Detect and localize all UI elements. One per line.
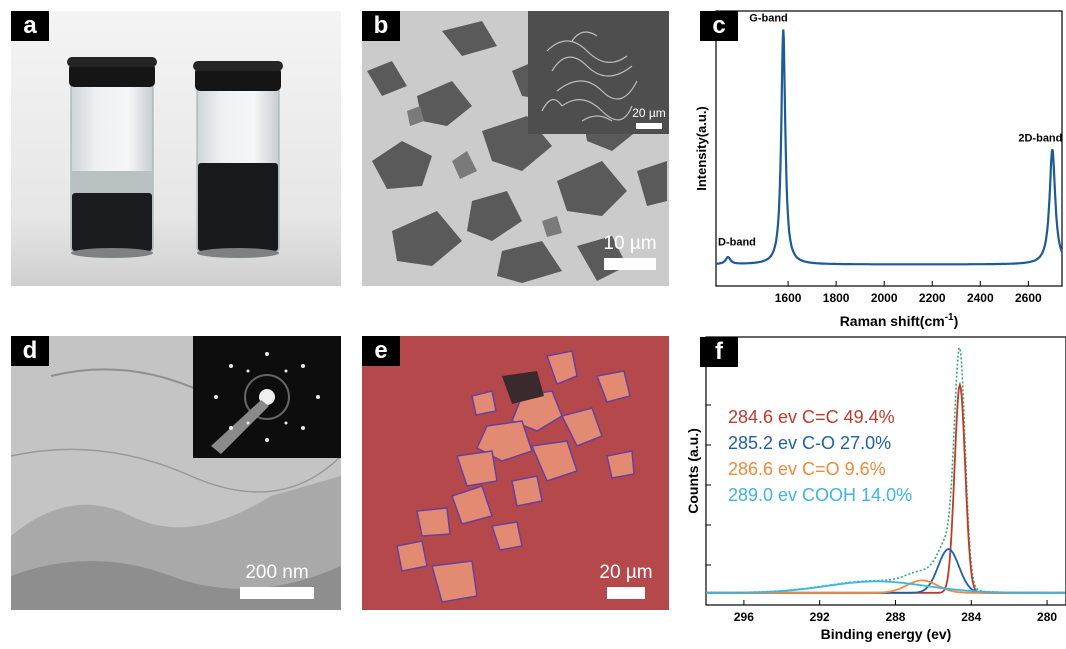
x-tick-label-c-3: 2200: [919, 291, 946, 305]
annotation-c-1: G-band: [749, 12, 788, 24]
annotation-c-2: 2D-band: [1018, 132, 1062, 144]
x-tick-label-f-2: 288: [885, 610, 905, 624]
panel-f: f 296 292 288 284 280 284.6 ev C=C 49.4% 285.2…: [680, 335, 1066, 649]
vials-photo: [11, 11, 341, 286]
x-axis-label-c-exp: -1: [945, 312, 954, 323]
panel-label-a: a: [11, 11, 49, 41]
x-tick-label-f-3: 284: [961, 610, 981, 624]
plot-frame-f: [705, 336, 1066, 606]
inset-scale-line: [636, 123, 662, 129]
panel-e: e 20 µm: [362, 336, 669, 610]
panel-label-c: c: [700, 11, 738, 41]
x-axis-label-c-close: ): [954, 313, 959, 329]
plot-frame-c: [715, 10, 1063, 287]
legend-entry-f-0: 284.6 ev C=C 49.4%: [728, 407, 895, 427]
y-axis-label-c: Intensity(a.u.): [694, 106, 709, 191]
sem-inset: [528, 11, 669, 134]
optical-image: [362, 336, 669, 610]
legend-entry-f-3: 289.0 ev COOH 14.0%: [728, 485, 912, 505]
y-axis-label-f: Counts (a.u.): [685, 428, 701, 514]
raman-line: [715, 29, 1064, 266]
panel-label-d: d: [11, 336, 49, 366]
panel-b: b: [362, 11, 669, 286]
panel-a: a: [11, 11, 341, 286]
scale-bar-e: 20 µm: [596, 562, 656, 599]
scale-line-b: [604, 258, 656, 270]
sem-image: [362, 11, 669, 286]
scale-bar-b: 10 µm: [600, 233, 660, 270]
x-tick-label-c-4: 2400: [967, 291, 994, 305]
x-axis-label-c-unit: cm: [924, 313, 944, 329]
vial-right: [193, 61, 283, 258]
x-axis-label-f: Binding energy (ev): [821, 626, 952, 642]
x-tick-label-c-0: 1600: [775, 291, 802, 305]
panel-label-e: e: [362, 336, 400, 366]
saed-inset: [193, 336, 341, 458]
xps-component-1: [706, 548, 1066, 594]
xps-component-3: [706, 580, 1066, 594]
x-tick-label-f-4: 280: [1037, 610, 1057, 624]
scale-label-e: 20 µm: [599, 562, 653, 583]
x-tick-label-c-2: 2000: [871, 291, 898, 305]
scale-label-d: 200 nm: [245, 562, 309, 583]
x-tick-label-c-5: 2600: [1015, 291, 1042, 305]
x-tick-label-f-0: 296: [734, 610, 754, 624]
vial-left: [67, 57, 157, 258]
x-tick-label-f-1: 292: [810, 610, 830, 624]
x-axis-label-c: Raman shift(cm-1): [840, 312, 959, 329]
panel-c: c 1600 1800 2000 2200 2400 2600 D-band G-band 2D…: [680, 0, 1066, 335]
x-axis-label-c-main: Raman shift(: [840, 313, 925, 329]
scale-bar-d: 200 nm: [237, 562, 317, 599]
x-tick-label-c-1: 1800: [823, 291, 850, 305]
panel-d: d 200 nm: [11, 336, 341, 610]
inset-scale-bar: 20 µm: [632, 106, 666, 129]
xps-chart: 296 292 288 284 280 284.6 ev C=C 49.4% 285.2 e…: [685, 336, 1066, 642]
annotation-c-0: D-band: [718, 236, 756, 248]
legend-entry-f-2: 286.6 ev C=O 9.6%: [728, 459, 886, 479]
panel-label-f: f: [700, 337, 738, 367]
raman-chart: 1600 1800 2000 2200 2400 2600 D-band G-band 2D-b…: [694, 10, 1064, 329]
scale-label-b: 10 µm: [603, 233, 657, 254]
scale-line-d: [240, 587, 314, 599]
panel-label-b: b: [362, 11, 400, 41]
legend-entry-f-1: 285.2 ev C-O 27.0%: [728, 433, 891, 453]
inset-scale-label: 20 µm: [632, 106, 666, 120]
tem-image: [11, 336, 341, 610]
scale-line-e: [607, 587, 645, 599]
